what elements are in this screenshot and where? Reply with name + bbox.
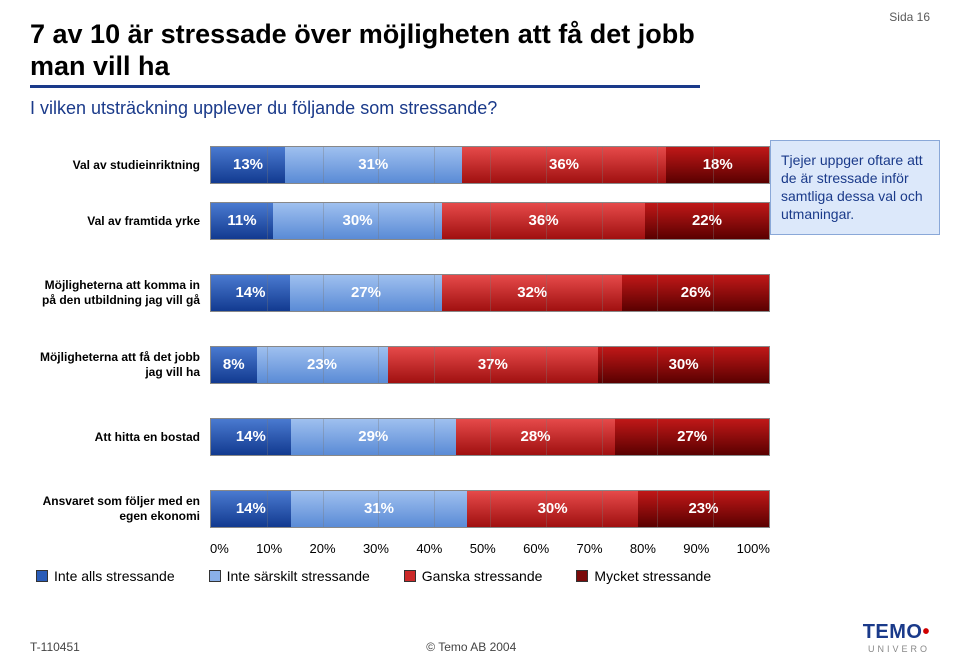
bar-segment: 23% xyxy=(638,491,769,527)
legend-label: Inte alls stressande xyxy=(54,568,175,584)
legend-swatch-icon xyxy=(209,570,221,582)
bar-segment: 32% xyxy=(442,275,622,311)
logo-top: TEMO• xyxy=(863,621,930,643)
bar-track: 14%27%32%26% xyxy=(210,274,770,312)
chart: Tjejer uppger oftare att de är stressade… xyxy=(30,137,930,556)
legend-label: Mycket stressande xyxy=(594,568,711,584)
footer: T-110451 © Temo AB 2004 TEMO• UNIVERO xyxy=(30,622,930,654)
legend-item: Inte alls stressande xyxy=(36,568,175,584)
bar-segment: 31% xyxy=(285,147,462,183)
bar-segment: 14% xyxy=(211,491,291,527)
row-label: Val av framtida yrke xyxy=(30,214,210,228)
row-label: Val av studieinriktning xyxy=(30,158,210,172)
bar-row: Att hitta en bostad14%29%28%27% xyxy=(30,409,930,465)
bar-segment: 28% xyxy=(456,419,615,455)
bar-segment: 30% xyxy=(598,347,769,383)
callout-box: Tjejer uppger oftare att de är stressade… xyxy=(770,140,940,235)
title-line-1: 7 av 10 är stressade över möjligheten at… xyxy=(30,19,695,49)
axis-tick: 70% xyxy=(577,541,603,556)
bar-track: 11%30%36%22% xyxy=(210,202,770,240)
row-label: Möjligheterna att komma in på den utbild… xyxy=(30,278,210,307)
bar-segment: 30% xyxy=(273,203,442,239)
bar-segment: 37% xyxy=(388,347,599,383)
legend-item: Ganska stressande xyxy=(404,568,543,584)
bar-segment: 31% xyxy=(291,491,468,527)
bar-segment: 8% xyxy=(211,347,257,383)
logo-text: TEMO xyxy=(863,621,923,643)
bar-segment: 11% xyxy=(211,203,273,239)
bar-segment: 13% xyxy=(211,147,285,183)
title-line-2: man vill ha xyxy=(30,51,170,81)
bar-segment: 29% xyxy=(291,419,456,455)
axis-tick: 50% xyxy=(470,541,496,556)
footer-left: T-110451 xyxy=(30,640,80,654)
axis-tick: 90% xyxy=(683,541,709,556)
bar-segment: 23% xyxy=(257,347,388,383)
bar-row: Möjligheterna att få det jobb jag vill h… xyxy=(30,337,930,393)
bar-track: 13%31%36%18% xyxy=(210,146,770,184)
bar-segment: 26% xyxy=(622,275,769,311)
bar-segment: 36% xyxy=(442,203,645,239)
legend-swatch-icon xyxy=(576,570,588,582)
page-number: Sida 16 xyxy=(889,10,930,24)
row-label: Möjligheterna att få det jobb jag vill h… xyxy=(30,350,210,379)
legend: Inte alls stressande Inte särskilt stress… xyxy=(36,568,930,584)
legend-label: Inte särskilt stressande xyxy=(227,568,370,584)
axis-tick: 10% xyxy=(256,541,282,556)
bar-row: Möjligheterna att komma in på den utbild… xyxy=(30,265,930,321)
subtitle: I vilken utsträckning upplever du följan… xyxy=(30,98,930,119)
bar-segment: 22% xyxy=(645,203,769,239)
axis-tick: 80% xyxy=(630,541,656,556)
axis-tick: 100% xyxy=(737,541,770,556)
bar-segment: 36% xyxy=(462,147,667,183)
axis-tick: 60% xyxy=(523,541,549,556)
bar-row: Ansvaret som följer med en egen ekonomi1… xyxy=(30,481,930,537)
axis-tick: 30% xyxy=(363,541,389,556)
legend-swatch-icon xyxy=(36,570,48,582)
logo-dot-icon: • xyxy=(922,621,930,643)
axis-tick: 40% xyxy=(416,541,442,556)
legend-item: Inte särskilt stressande xyxy=(209,568,370,584)
bar-segment: 14% xyxy=(211,419,291,455)
bar-segment: 30% xyxy=(467,491,638,527)
legend-label: Ganska stressande xyxy=(422,568,543,584)
x-axis: 0% 10% 20% 30% 40% 50% 60% 70% 80% 90% 100% xyxy=(210,541,770,556)
legend-item: Mycket stressande xyxy=(576,568,711,584)
row-label: Att hitta en bostad xyxy=(30,430,210,444)
bar-track: 8%23%37%30% xyxy=(210,346,770,384)
bar-track: 14%31%30%23% xyxy=(210,490,770,528)
logo-sub: UNIVERO xyxy=(868,644,930,654)
bar-segment: 27% xyxy=(290,275,442,311)
bar-segment: 14% xyxy=(211,275,290,311)
footer-center: © Temo AB 2004 xyxy=(426,640,516,654)
bar-segment: 27% xyxy=(615,419,769,455)
bar-segment: 18% xyxy=(666,147,768,183)
page-title: 7 av 10 är stressade över möjligheten at… xyxy=(30,18,930,83)
axis-tick: 20% xyxy=(310,541,336,556)
logo: TEMO• UNIVERO xyxy=(863,622,930,654)
bar-track: 14%29%28%27% xyxy=(210,418,770,456)
legend-swatch-icon xyxy=(404,570,416,582)
row-label: Ansvaret som följer med en egen ekonomi xyxy=(30,494,210,523)
axis-tick: 0% xyxy=(210,541,229,556)
title-underline xyxy=(30,85,700,88)
